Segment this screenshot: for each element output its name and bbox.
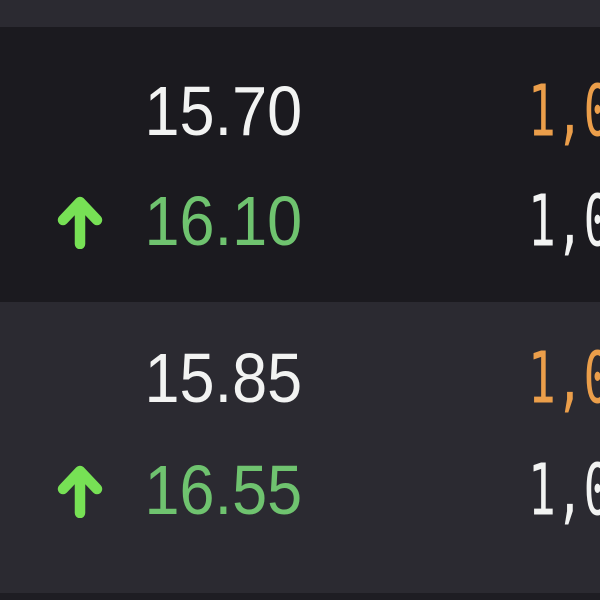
current-price-line: 16.55 1,0 [0,435,600,545]
odds-row[interactable]: 15.85 1,0 16.55 1,0 [0,302,600,593]
previous-price: 15.70 [144,72,302,150]
pool-amount: 1,0 [528,179,600,263]
previous-price-line: 15.85 1,0 [0,323,600,433]
previous-price: 15.85 [144,339,302,417]
current-price: 16.10 [144,182,302,260]
partial-row-above [0,0,600,27]
current-price-line: 16.10 1,0 [0,166,600,276]
pool-amount: 1,0 [528,69,600,153]
odds-row[interactable]: 15.70 1,0 16.10 1,0 [0,27,600,302]
previous-price-line: 15.70 1,0 [0,56,600,166]
pool-amount: 1,0 [528,336,600,420]
up-arrow-icon [56,462,104,518]
partial-row-below [0,593,600,600]
pool-amount: 1,0 [528,448,600,532]
up-arrow-icon [56,193,104,249]
current-price: 16.55 [144,451,302,529]
